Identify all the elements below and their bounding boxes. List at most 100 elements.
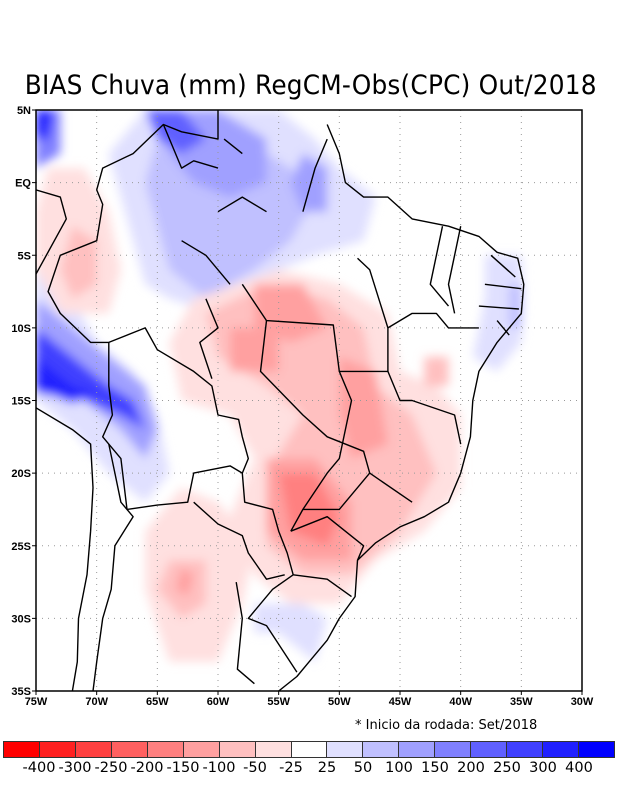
border-line bbox=[278, 124, 525, 691]
x-tick-label: 45W bbox=[389, 696, 412, 708]
bias-region bbox=[339, 356, 388, 459]
x-tick-label: 65W bbox=[146, 696, 169, 708]
axis-ticks: 75W 70W 65W 60W 55W 50W 45W 40W 35W 30W 5N EQ 5S 10S 1… bbox=[11, 105, 594, 708]
y-tick-label: 15S bbox=[11, 396, 31, 408]
x-tick-label: 70W bbox=[85, 696, 108, 708]
bias-region bbox=[254, 603, 328, 662]
map-title: BIAS Chuva (mm) RegCM-Obs(CPC) Out/2018 bbox=[24, 70, 597, 101]
border-line bbox=[162, 124, 219, 169]
colorbar-swatch bbox=[327, 742, 364, 757]
colorbar-label: 50 bbox=[353, 760, 373, 776]
border-line bbox=[290, 516, 365, 561]
border-line bbox=[217, 196, 267, 213]
colorbar-label: -300 bbox=[58, 760, 92, 776]
colorbar-swatch bbox=[291, 742, 328, 757]
colorbar-swatch bbox=[219, 742, 256, 757]
border-line bbox=[484, 283, 522, 290]
x-tick-label: 75W bbox=[25, 696, 48, 708]
y-tick-label: 5S bbox=[18, 250, 31, 262]
bias-region bbox=[36, 327, 146, 430]
colorbar-swatch bbox=[471, 742, 508, 757]
border-line bbox=[478, 305, 519, 310]
run-start-note: * Inicio da rodada: Set/2018 bbox=[355, 718, 538, 733]
border-line bbox=[387, 371, 462, 445]
colorbar-label: -100 bbox=[202, 760, 236, 776]
border-line bbox=[302, 472, 371, 511]
colorbar-swatch bbox=[399, 742, 436, 757]
colorbar-swatch bbox=[507, 742, 544, 757]
y-tick-label: 10S bbox=[11, 323, 31, 335]
x-tick-label: 55W bbox=[267, 696, 290, 708]
bias-region bbox=[145, 139, 316, 299]
border-line bbox=[293, 574, 352, 598]
colorbar-label: -200 bbox=[130, 760, 164, 776]
border-line bbox=[496, 320, 510, 336]
colorbar-swatch bbox=[4, 742, 40, 757]
border-line bbox=[126, 465, 243, 511]
colorbar-label: 150 bbox=[421, 760, 449, 776]
x-tick-label: 30W bbox=[571, 696, 594, 708]
border-line bbox=[36, 407, 94, 691]
border-line bbox=[490, 254, 516, 278]
y-tick-label: 25S bbox=[11, 541, 31, 553]
x-tick-label: 50W bbox=[328, 696, 351, 708]
border-line bbox=[447, 226, 462, 314]
gridlines bbox=[36, 110, 582, 691]
colorbar-swatch bbox=[255, 742, 292, 757]
bias-region bbox=[36, 356, 97, 404]
colorbar-label: -400 bbox=[22, 760, 56, 776]
x-tick-label: 40W bbox=[449, 696, 472, 708]
y-tick-label: 35S bbox=[11, 686, 31, 698]
colorbar-swatch bbox=[435, 742, 472, 757]
colorbar-swatch bbox=[39, 742, 76, 757]
border-line bbox=[302, 138, 328, 212]
bias-region bbox=[230, 327, 279, 372]
country-state-borders bbox=[36, 110, 525, 691]
colorbar-labels: -400 -300 -250 -200 -150 -100 -50 -25 25 50 100 150… bbox=[0, 760, 618, 780]
y-tick-label: 20S bbox=[11, 468, 31, 480]
border-line bbox=[241, 257, 389, 373]
y-tick-label: 30S bbox=[11, 613, 31, 625]
colorbar-swatch bbox=[363, 742, 400, 757]
bias-field bbox=[36, 110, 524, 662]
border-line bbox=[290, 371, 353, 532]
colorbar-label: -250 bbox=[94, 760, 128, 776]
colorbar-label: 300 bbox=[529, 760, 557, 776]
border-line bbox=[199, 298, 219, 379]
colorbar-label: 400 bbox=[565, 760, 593, 776]
colorbar-label: 100 bbox=[385, 760, 413, 776]
bias-region bbox=[254, 284, 328, 343]
colorbar-swatch bbox=[579, 742, 614, 757]
colorbar bbox=[3, 741, 615, 758]
colorbar-label: -25 bbox=[279, 760, 303, 776]
border-line bbox=[102, 342, 128, 510]
bias-region bbox=[175, 567, 194, 597]
border-line bbox=[223, 138, 243, 155]
colorbar-label: -150 bbox=[166, 760, 200, 776]
bias-region bbox=[424, 356, 449, 386]
border-line bbox=[235, 581, 255, 685]
border-line bbox=[387, 312, 479, 329]
border-line bbox=[429, 226, 450, 307]
border-line bbox=[181, 240, 231, 285]
colorbar-label: -50 bbox=[243, 760, 267, 776]
border-line bbox=[36, 189, 67, 275]
colorbar-label: 25 bbox=[317, 760, 337, 776]
colorbar-swatch bbox=[147, 742, 184, 757]
border-line bbox=[47, 110, 298, 673]
bias-region bbox=[145, 110, 206, 154]
colorbar-swatch bbox=[75, 742, 112, 757]
x-tick-label: 35W bbox=[510, 696, 533, 708]
colorbar-swatch bbox=[183, 742, 220, 757]
colorbar-label: 200 bbox=[457, 760, 485, 776]
bias-region bbox=[290, 153, 328, 212]
bias-region bbox=[36, 110, 55, 140]
y-tick-label: EQ bbox=[15, 178, 31, 190]
colorbar-swatch bbox=[111, 742, 148, 757]
x-tick-label: 60W bbox=[207, 696, 230, 708]
colorbar-swatch bbox=[543, 742, 579, 757]
border-line bbox=[193, 501, 285, 580]
y-tick-label: 5N bbox=[17, 105, 31, 117]
border-line bbox=[92, 443, 134, 691]
